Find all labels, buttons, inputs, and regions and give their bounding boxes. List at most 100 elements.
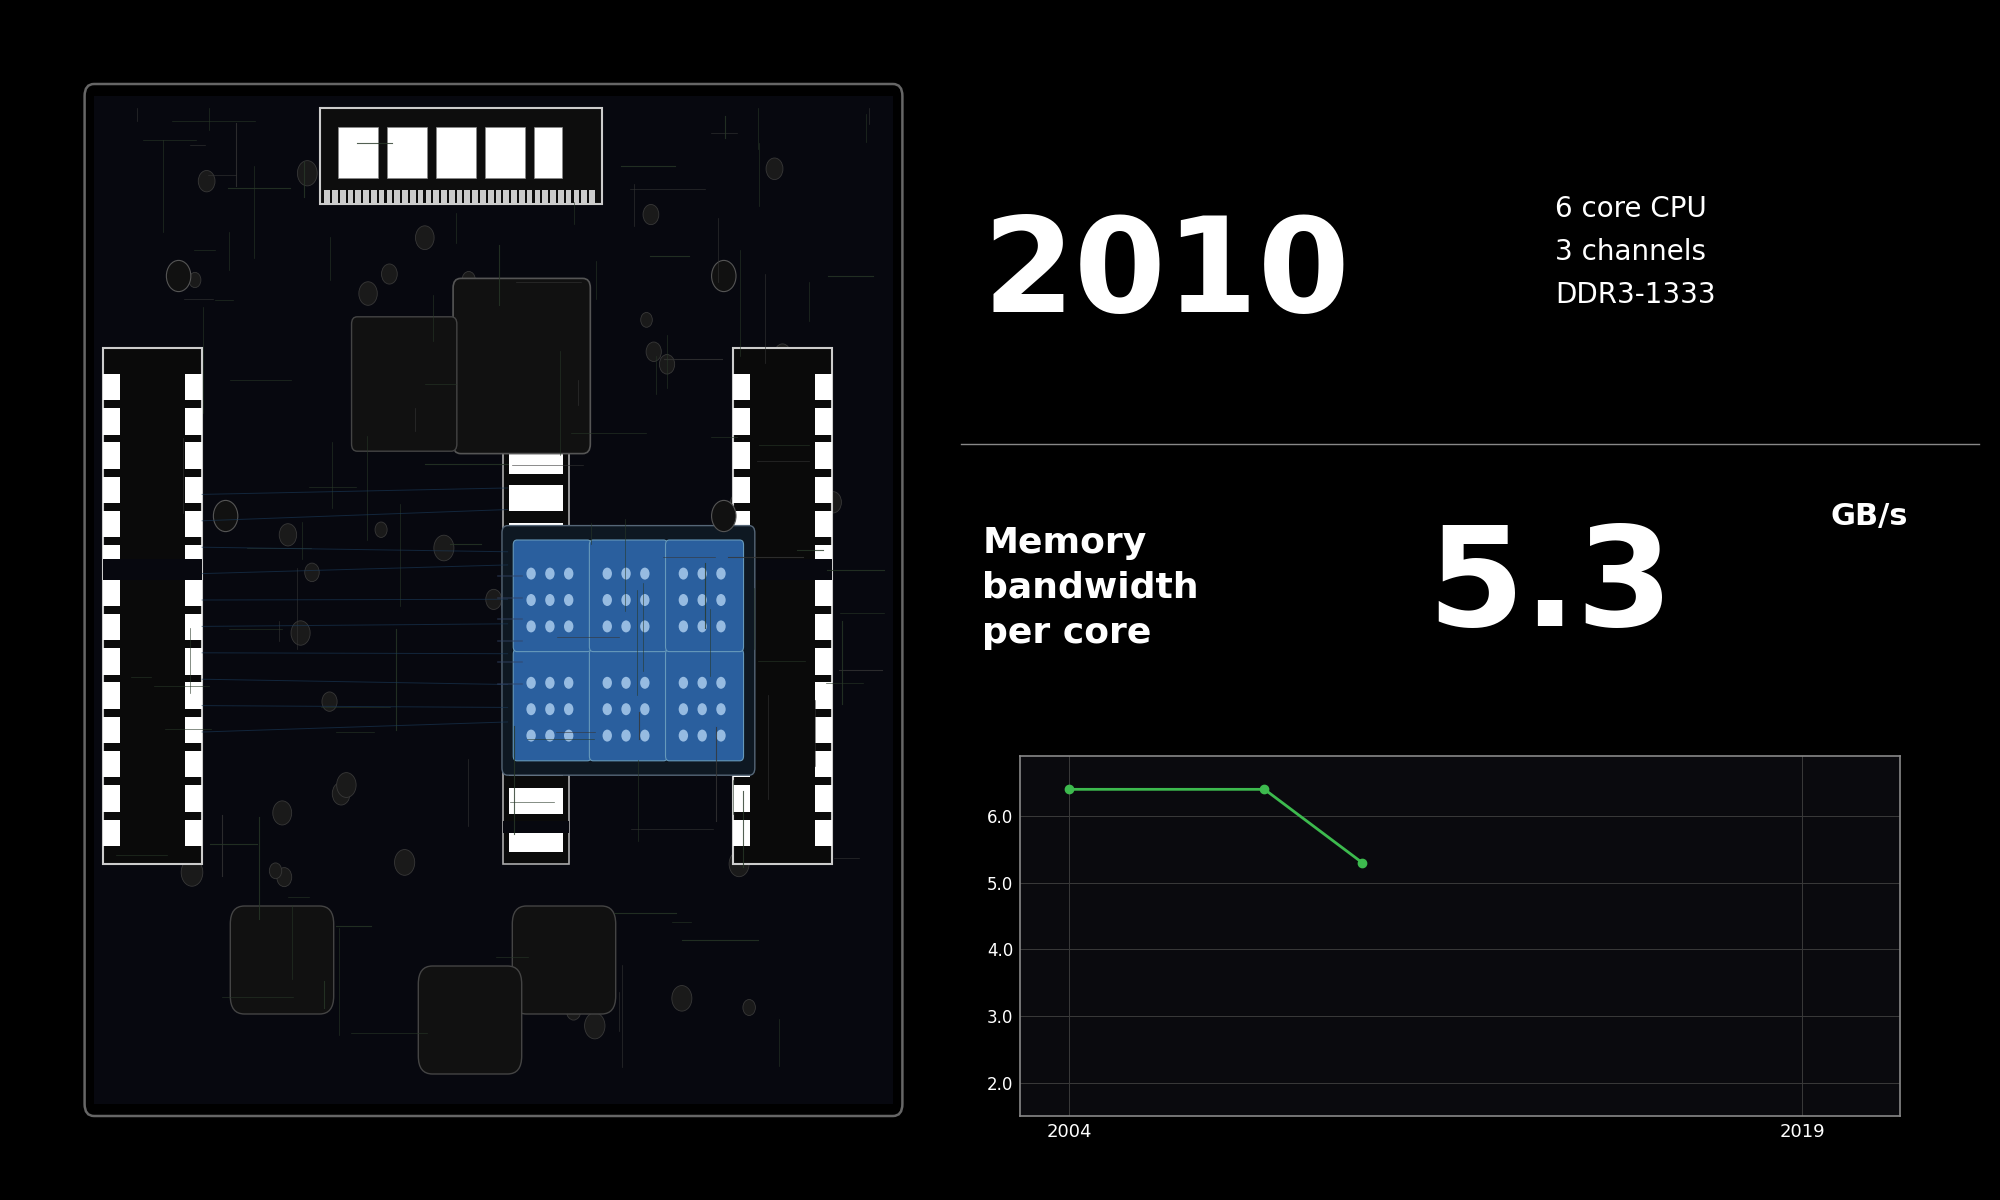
Circle shape xyxy=(622,703,630,715)
Circle shape xyxy=(716,611,732,629)
Circle shape xyxy=(304,563,320,582)
Text: GB/s: GB/s xyxy=(1830,502,1908,530)
Circle shape xyxy=(272,800,292,824)
Bar xyxy=(734,751,750,778)
Bar xyxy=(104,558,202,580)
Bar xyxy=(814,545,832,571)
Circle shape xyxy=(526,594,536,606)
Bar xyxy=(734,820,750,846)
Circle shape xyxy=(640,703,650,715)
Circle shape xyxy=(564,620,574,632)
Circle shape xyxy=(742,1000,756,1015)
Circle shape xyxy=(276,868,292,887)
Circle shape xyxy=(270,863,282,878)
Bar xyxy=(394,190,400,204)
Bar xyxy=(104,408,120,434)
FancyBboxPatch shape xyxy=(418,966,522,1074)
Circle shape xyxy=(554,166,568,184)
Circle shape xyxy=(782,810,796,828)
Bar xyxy=(320,108,602,204)
FancyBboxPatch shape xyxy=(512,906,616,1014)
FancyBboxPatch shape xyxy=(514,540,592,652)
Circle shape xyxy=(416,226,434,250)
Bar xyxy=(734,443,750,469)
Circle shape xyxy=(602,730,612,742)
Circle shape xyxy=(824,492,842,512)
Bar xyxy=(734,683,750,709)
Bar xyxy=(508,560,564,587)
Circle shape xyxy=(376,522,388,538)
Bar xyxy=(814,751,832,778)
Bar xyxy=(104,348,202,864)
Circle shape xyxy=(502,593,524,620)
Text: 2010: 2010 xyxy=(982,212,1350,340)
Circle shape xyxy=(640,568,650,580)
Bar xyxy=(436,127,476,178)
Circle shape xyxy=(622,730,630,742)
Circle shape xyxy=(566,314,584,338)
Circle shape xyxy=(712,260,736,292)
Bar xyxy=(104,648,120,674)
Bar xyxy=(442,190,446,204)
Bar xyxy=(508,712,564,738)
Bar xyxy=(508,485,564,511)
Circle shape xyxy=(730,851,750,877)
Circle shape xyxy=(698,730,706,742)
Bar xyxy=(814,785,832,811)
Circle shape xyxy=(462,271,476,288)
Text: 5.3: 5.3 xyxy=(1428,521,1674,655)
Bar xyxy=(186,408,202,434)
Circle shape xyxy=(698,620,706,632)
Bar xyxy=(186,580,202,606)
Bar xyxy=(104,545,120,571)
Circle shape xyxy=(546,620,554,632)
Bar xyxy=(186,374,202,401)
Bar xyxy=(734,785,750,811)
Bar xyxy=(496,190,502,204)
Circle shape xyxy=(640,594,650,606)
Bar xyxy=(186,443,202,469)
Bar xyxy=(434,190,438,204)
Bar xyxy=(186,820,202,846)
Circle shape xyxy=(526,568,536,580)
Bar xyxy=(814,374,832,401)
Bar xyxy=(734,716,750,743)
Circle shape xyxy=(602,677,612,689)
Bar xyxy=(186,511,202,538)
Bar xyxy=(814,820,832,846)
Circle shape xyxy=(698,677,706,689)
Bar xyxy=(464,190,470,204)
Circle shape xyxy=(766,158,782,180)
Circle shape xyxy=(292,620,310,646)
Circle shape xyxy=(166,260,190,292)
Bar xyxy=(814,580,832,606)
Circle shape xyxy=(640,677,650,689)
FancyBboxPatch shape xyxy=(666,649,744,761)
Bar xyxy=(550,190,556,204)
Bar xyxy=(574,190,580,204)
Circle shape xyxy=(562,664,578,684)
Circle shape xyxy=(596,971,616,996)
Circle shape xyxy=(622,594,630,606)
Circle shape xyxy=(280,523,296,546)
Circle shape xyxy=(602,620,612,632)
Bar xyxy=(186,614,202,641)
Bar xyxy=(186,476,202,503)
Bar xyxy=(456,190,462,204)
Circle shape xyxy=(622,677,630,689)
Bar xyxy=(534,190,540,204)
Bar xyxy=(104,785,120,811)
Circle shape xyxy=(148,716,162,734)
Bar xyxy=(104,511,120,538)
Bar xyxy=(426,190,432,204)
Circle shape xyxy=(698,594,706,606)
Bar xyxy=(338,127,378,178)
Circle shape xyxy=(564,677,574,689)
Circle shape xyxy=(564,568,574,580)
Bar xyxy=(814,443,832,469)
Circle shape xyxy=(786,778,804,800)
Bar xyxy=(104,476,120,503)
Bar xyxy=(186,683,202,709)
Circle shape xyxy=(526,703,536,715)
Circle shape xyxy=(698,703,706,715)
